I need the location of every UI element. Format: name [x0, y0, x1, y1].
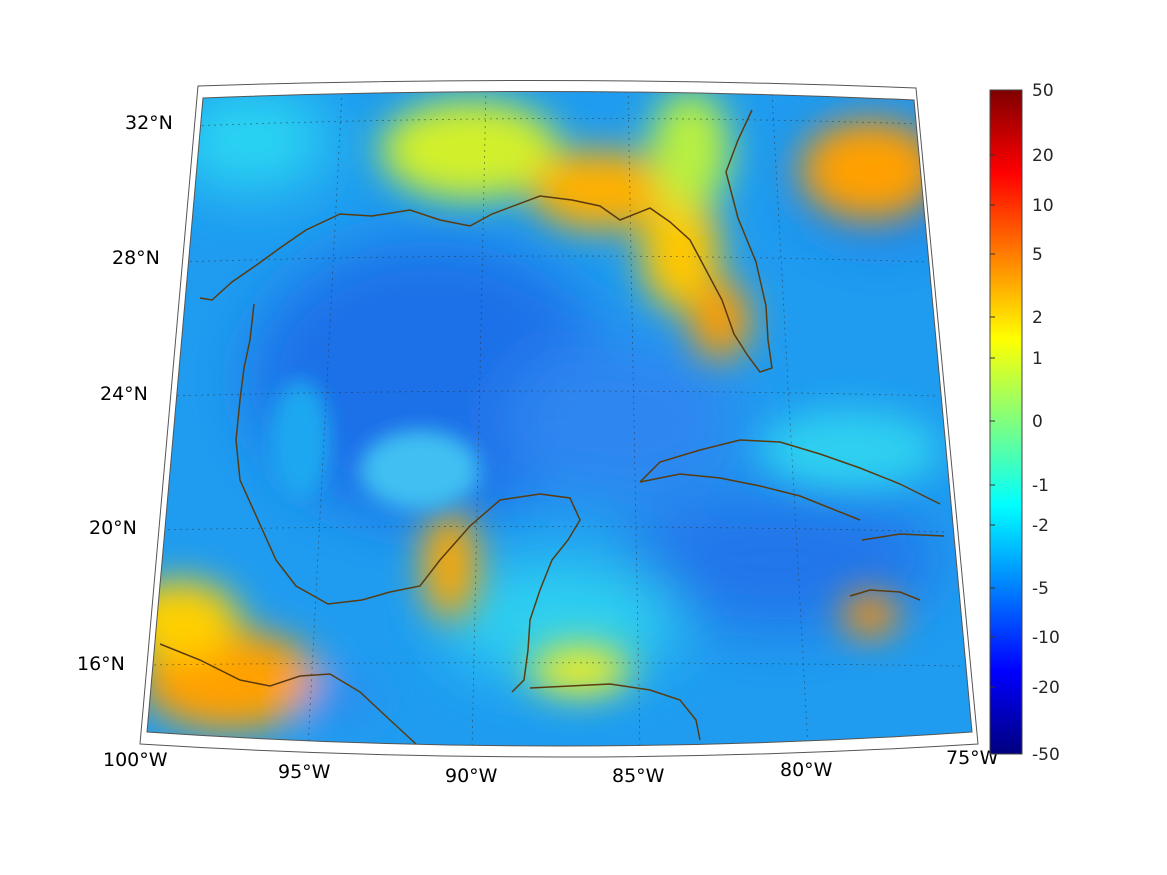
lat-tick: 16°N [77, 653, 125, 675]
lon-tick: 75°W [946, 747, 999, 769]
colorbar: 50 20 10 5 2 1 0 -1 -2 -5 -10 -20 -50 [989, 81, 1060, 765]
colorbar-label: -10 [1032, 628, 1060, 648]
colorbar-label: 20 [1032, 146, 1054, 166]
lat-tick: 24°N [100, 383, 148, 405]
lon-tick: 90°W [445, 765, 498, 787]
lon-tick: 80°W [780, 759, 833, 781]
colorbar-label: 5 [1032, 245, 1043, 265]
lat-tick: 20°N [89, 517, 137, 539]
lon-tick: 85°W [612, 765, 665, 787]
colorbar-label: -1 [1032, 476, 1049, 496]
colorbar-label: 10 [1032, 196, 1054, 216]
colorbar-label: -50 [1032, 745, 1060, 765]
coastline [159, 109, 945, 745]
colorbar-label: 50 [1032, 81, 1054, 101]
lat-tick: 28°N [112, 247, 160, 269]
map-frame [139, 79, 979, 758]
map-field [147, 91, 972, 746]
colorbar-label: -2 [1032, 516, 1049, 536]
graticule [147, 91, 961, 746]
colorbar-label: -5 [1032, 579, 1049, 599]
colorbar-label: 0 [1032, 412, 1043, 432]
latitude-ticks: 32°N 28°N 24°N 20°N 16°N [77, 112, 173, 675]
colorbar-label: 1 [1032, 349, 1043, 369]
colorbar-label: -20 [1032, 678, 1060, 698]
lon-tick: 100°W [103, 749, 168, 771]
lon-tick: 95°W [278, 761, 331, 783]
lat-tick: 32°N [125, 112, 173, 134]
colorbar-ticks [990, 154, 995, 688]
colorbar-label: 2 [1032, 308, 1043, 328]
longitude-ticks: 100°W 95°W 90°W 85°W 80°W 75°W [103, 747, 999, 787]
